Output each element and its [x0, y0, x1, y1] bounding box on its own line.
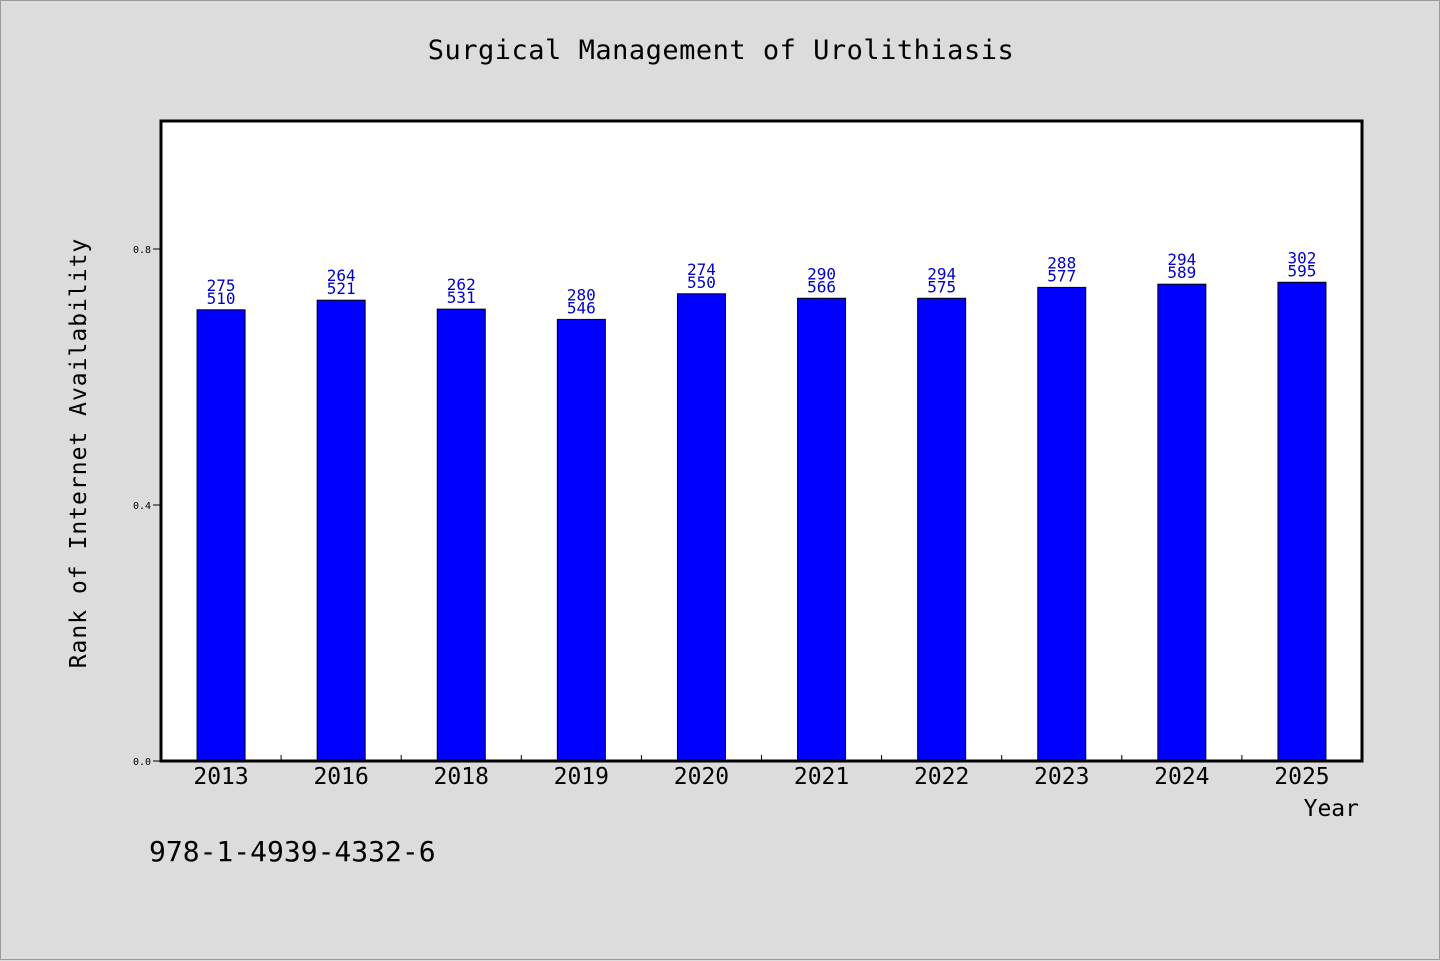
bar	[917, 297, 967, 762]
bar-label-bottom: 589	[1167, 263, 1196, 282]
bar-label-bottom: 566	[807, 277, 836, 296]
x-tick-label: 2018	[434, 764, 489, 790]
bar-label-bottom: 510	[207, 289, 236, 308]
x-tick-label: 2019	[554, 764, 609, 790]
bar-label-top: 290	[807, 264, 836, 283]
bar-label-bottom: 575	[927, 277, 956, 296]
y-tick-label: 0.8	[133, 245, 151, 256]
chart-title: Surgical Management of Urolithiasis	[427, 35, 1015, 66]
bar-label-bottom: 577	[1047, 266, 1076, 285]
bar-label-top: 264	[327, 266, 356, 285]
bar	[196, 309, 246, 762]
x-tick-label: 2022	[914, 764, 969, 790]
x-axis-label: Year	[1303, 796, 1359, 822]
bar-label-bottom: 550	[687, 273, 716, 292]
bar	[436, 308, 486, 762]
bar-label-top: 274	[687, 260, 716, 279]
bar-label-bottom: 546	[567, 298, 596, 317]
bar-label-top: 294	[927, 264, 956, 283]
bar	[1037, 286, 1087, 762]
bar	[676, 293, 726, 762]
bar	[556, 318, 606, 762]
x-tick-label: 2024	[1154, 764, 1209, 790]
bar	[316, 299, 366, 762]
x-tick-label: 2013	[193, 764, 248, 790]
y-tick-label: 0.4	[133, 501, 151, 512]
x-tick-label: 2025	[1274, 764, 1329, 790]
plot-border	[159, 119, 1364, 763]
bar	[797, 297, 847, 762]
x-tick-label: 2021	[794, 764, 849, 790]
bar	[1157, 283, 1207, 762]
bar-label-top: 294	[1167, 250, 1196, 269]
bar-label-top: 280	[567, 285, 596, 304]
bar	[1277, 281, 1327, 762]
bar-label-top: 275	[207, 276, 236, 295]
bar-label-top: 302	[1287, 248, 1316, 267]
bar-label-top: 288	[1047, 253, 1076, 272]
x-tick-label: 2016	[313, 764, 368, 790]
bar-label-top: 262	[447, 275, 476, 294]
bar-label-bottom: 521	[327, 279, 356, 298]
bar-label-bottom: 595	[1287, 261, 1316, 280]
bar-label-bottom: 531	[447, 288, 476, 307]
y-tick-label: 0.0	[133, 757, 151, 768]
x-tick-label: 2020	[674, 764, 729, 790]
x-tick-label: 2023	[1034, 764, 1089, 790]
isbn-code: 978-1-4939-4332-6	[149, 835, 436, 868]
